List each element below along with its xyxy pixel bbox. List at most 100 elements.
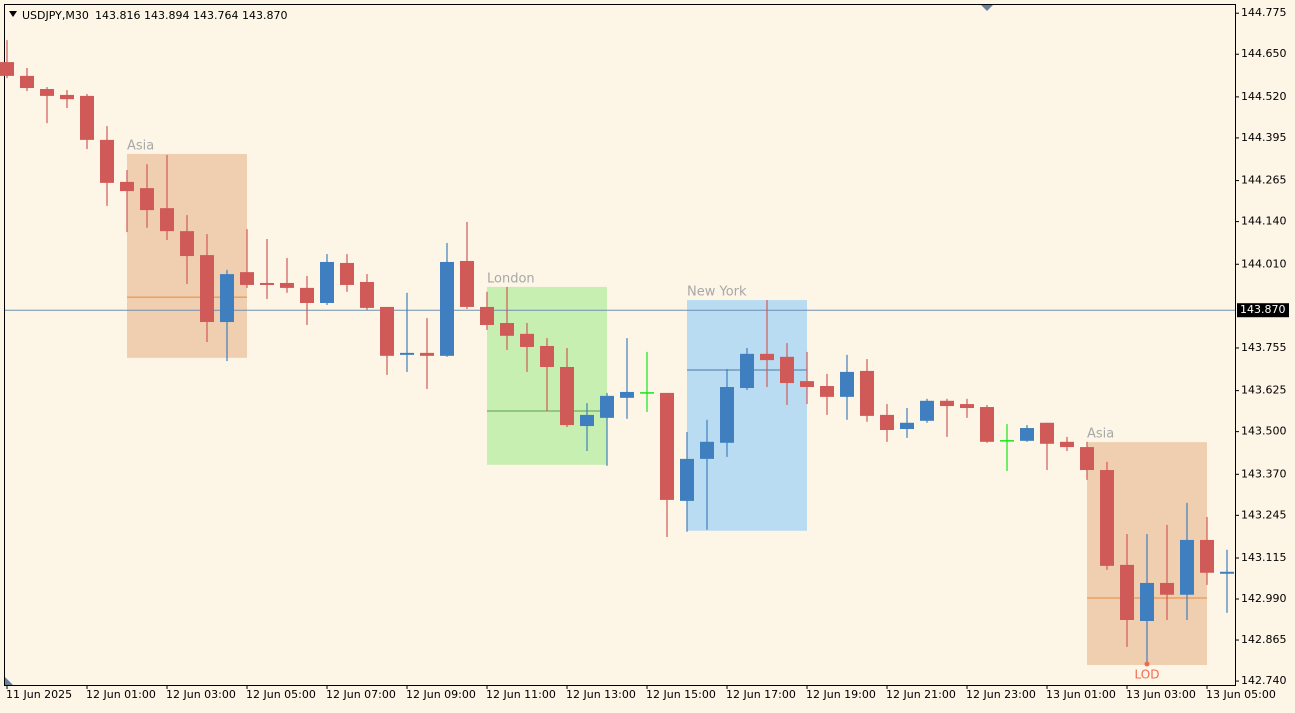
candle-body <box>840 371 854 397</box>
candle-body <box>580 414 594 427</box>
candle-body <box>920 400 934 421</box>
candle-body <box>0 62 14 76</box>
candle-body <box>540 345 554 367</box>
candle-body <box>240 272 254 285</box>
candle-body <box>520 333 534 347</box>
lod-dot <box>1144 661 1150 667</box>
x-tick-label: 13 Jun 01:00 <box>1046 688 1116 701</box>
candle-body <box>620 391 634 398</box>
candle-body <box>120 181 134 192</box>
session-label: Asia <box>127 138 154 153</box>
candle-body <box>220 274 234 323</box>
session-label: London <box>487 271 535 286</box>
candle-body <box>1020 428 1034 441</box>
candle-body <box>740 353 754 388</box>
plot-frame <box>4 4 1236 686</box>
corner-marker <box>5 677 13 685</box>
x-tick-label: 12 Jun 09:00 <box>406 688 476 701</box>
candle-body <box>200 255 214 323</box>
candle-body <box>280 282 294 288</box>
candle-body <box>720 387 734 443</box>
y-tick-label: 144.010 <box>1241 257 1287 270</box>
candle-body <box>140 188 154 211</box>
candle-body <box>180 231 194 257</box>
quote: 143.816 143.894 143.764 143.870 <box>95 9 287 22</box>
candle-body <box>1200 539 1214 573</box>
candle-body <box>300 287 314 303</box>
candle-body <box>500 323 514 336</box>
session-label: New York <box>687 285 747 300</box>
candle-body <box>800 381 814 388</box>
candle-body <box>260 282 274 285</box>
candle-body <box>940 400 954 407</box>
candle-body <box>440 261 454 356</box>
candle-body <box>460 260 474 307</box>
candle-body <box>400 352 414 355</box>
candle-body <box>680 458 694 501</box>
y-tick-label: 143.625 <box>1241 384 1287 397</box>
x-tick-label: 12 Jun 19:00 <box>806 688 876 701</box>
candle-body <box>360 281 374 308</box>
y-tick-label: 143.370 <box>1241 467 1287 480</box>
y-tick-label: 142.740 <box>1241 674 1287 687</box>
candle-body <box>700 441 714 459</box>
candle-body <box>600 395 614 418</box>
candle-body <box>820 386 834 397</box>
x-tick-label: 12 Jun 21:00 <box>886 688 956 701</box>
plot-layer: Asia London New York Asia LOD <box>0 40 1235 681</box>
lod-label: LOD <box>1135 667 1160 681</box>
candle-body <box>480 306 494 325</box>
candle-body <box>1060 441 1074 448</box>
candle-body <box>100 139 114 183</box>
candle-body <box>40 89 54 96</box>
candle-body <box>420 352 434 356</box>
y-tick-label: 144.520 <box>1241 90 1287 103</box>
y-tick-label: 143.500 <box>1241 425 1287 438</box>
x-tick-label: 12 Jun 11:00 <box>486 688 556 701</box>
candle-body <box>760 353 774 361</box>
candle-body <box>1120 564 1134 621</box>
candle-body <box>340 262 354 285</box>
candle-body <box>60 94 74 100</box>
x-tick-label: 12 Jun 15:00 <box>646 688 716 701</box>
session-box <box>687 300 807 531</box>
x-tick-label: 12 Jun 07:00 <box>326 688 396 701</box>
price-label: 143.870 <box>1240 303 1286 316</box>
candle-body <box>160 208 174 232</box>
candle-body <box>880 414 894 430</box>
x-tick-label: 12 Jun 23:00 <box>966 688 1036 701</box>
candle-body <box>1220 571 1234 574</box>
y-tick-label: 144.775 <box>1241 6 1287 19</box>
x-tick-label: 11 Jun 2025 <box>6 688 72 701</box>
candle-body <box>1040 422 1054 444</box>
x-tick-label: 13 Jun 05:00 <box>1206 688 1276 701</box>
candle-body <box>80 95 94 140</box>
candle-body <box>20 75 34 89</box>
candle-body <box>780 356 794 384</box>
candle-body <box>860 370 874 416</box>
y-tick-label: 144.140 <box>1241 215 1287 228</box>
x-tick-label: 12 Jun 03:00 <box>166 688 236 701</box>
candle-body <box>1080 447 1094 471</box>
candle-body <box>380 306 394 356</box>
candle-body <box>980 407 994 442</box>
x-tick-label: 12 Jun 13:00 <box>566 688 636 701</box>
y-tick-label: 142.990 <box>1241 592 1287 605</box>
menu-arrow <box>9 11 17 17</box>
session-label: Asia <box>1087 427 1114 442</box>
x-tick-label: 12 Jun 01:00 <box>86 688 156 701</box>
shift-marker <box>981 5 993 11</box>
y-tick-label: 143.245 <box>1241 508 1287 521</box>
y-tick-label: 142.865 <box>1241 633 1287 646</box>
y-tick-label: 143.755 <box>1241 341 1287 354</box>
price-label-bg <box>1237 303 1289 318</box>
y-tick-label: 144.265 <box>1241 174 1287 187</box>
y-tick-label: 144.395 <box>1241 131 1287 144</box>
candle-body <box>1160 582 1174 595</box>
y-tick-label: 144.650 <box>1241 47 1287 60</box>
candle-body <box>1140 582 1154 622</box>
x-tick-label: 13 Jun 03:00 <box>1126 688 1196 701</box>
x-tick-label: 12 Jun 05:00 <box>246 688 316 701</box>
candle-body <box>1100 470 1114 566</box>
